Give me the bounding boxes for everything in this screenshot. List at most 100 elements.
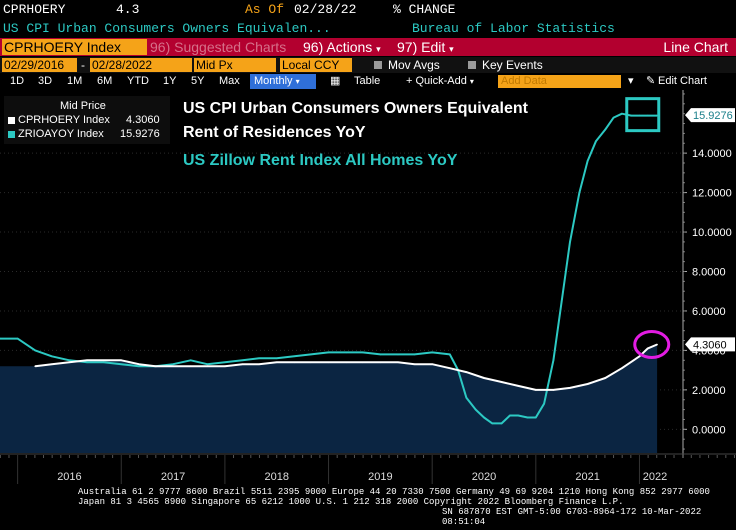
range-max[interactable]: Max [219,75,240,87]
cprhoery-line-point [517,385,519,387]
cprhoery-line-point [647,347,649,350]
zrioayoy-line-point [595,140,597,143]
zrioayoy-line-point [647,114,649,117]
suggested-charts-button[interactable]: 96) Suggested Charts [150,39,287,55]
zrioayoy-line-point [431,351,434,354]
key-events-checkbox[interactable] [468,61,476,69]
zrioayoy-line-point [206,363,209,366]
legend-name: ZRIOAYOY Index [18,128,104,140]
zrioayoy-line-point [578,191,581,194]
range-1m[interactable]: 1M [67,75,83,87]
cprhoery-line-point [258,363,260,366]
chart-type-label[interactable]: Line Chart [663,39,728,55]
zrioayoy-line-point [397,353,399,356]
cprhoery-line-point [275,361,278,364]
last-value: 4.3 [116,2,140,17]
zrioayoy-line-point [361,351,364,354]
edit-button[interactable]: 97) Edit ▾ [397,38,454,58]
x-axis: 2016 2017 2018 2019 2020 2021 2022 [0,453,736,484]
zrioayoy-line-point [120,363,123,366]
x-tick-label: 2020 [472,471,496,483]
ticker: CPRHOERY [3,2,66,17]
line-chart: 0.00002.00004.00006.00008.000010.000012.… [0,90,736,484]
zrioayoy-last-value-tag: 15.9276 [693,110,733,122]
zrioayoy-line-point [275,357,278,360]
change-label: % CHANGE [393,2,456,17]
zrioayoy-line-point [413,353,416,356]
cprhoery-line-point [656,343,658,346]
zrioayoy-line-point [449,353,451,356]
date-field-bar: 02/29/2016 - 02/28/2022 Mid Px Local CCY… [0,57,736,73]
cprhoery-line-point [138,363,140,366]
chart-title-line-1: US CPI Urban Consumers Owners Equivalent [183,100,528,117]
zrioayoy-line-point [569,241,571,243]
y-tick-label: 2.0000 [692,385,726,397]
zrioayoy-line-point [604,128,607,131]
legend-name: CPRHOERY Index [18,114,110,126]
table-icon: ▦ [330,75,341,87]
legend-item[interactable]: CPRHOERY Index [8,114,110,127]
security-input[interactable]: CPRHOERY Index [2,39,147,55]
range-ytd[interactable]: YTD [127,75,149,87]
footer-line-3: SN 687870 EST GMT-5:00 G703-8964-172 10-… [442,507,702,527]
zrioayoy-line-point [474,408,477,411]
cprhoery-line-point [535,389,537,391]
add-data-input[interactable]: Add Data [498,75,621,88]
cprhoery-line-point [310,361,312,364]
cprhoery-line-point [172,365,174,368]
zrioayoy-line-point [612,116,615,119]
quick-add-button[interactable]: + Quick-Add ▾ [406,73,474,90]
cprhoery-line-point [102,359,105,362]
zrioayoy-line-point [483,416,485,419]
menu-icon[interactable]: ▾ [628,75,634,87]
zrioayoy-line-point [638,114,641,117]
range-3d[interactable]: 3D [38,75,53,87]
x-tick-label: 2021 [575,471,599,483]
range-6m[interactable]: 6M [97,75,113,87]
zrioayoy-line-point [34,349,36,352]
y-tick-label: 14.0000 [692,148,732,160]
zrioayoy-line-point [621,112,623,115]
x-tick-label: 2016 [57,471,81,483]
date-range-dash: - [81,58,85,72]
cprhoery-line-point [345,361,348,364]
y-tick-label: 0.0000 [692,424,726,436]
zrioayoy-line-point [543,402,545,405]
legend-value: 4.3060 [126,114,160,126]
cprhoery-line-point [379,361,382,364]
cprhoery-line-point [449,367,451,370]
mov-avgs-checkbox[interactable] [374,61,382,69]
zrioayoy-line-point [68,359,71,362]
zrioayoy-line-point [517,414,519,417]
main-toolbar: CPRHOERY Index 96) Suggested Charts 96) … [0,38,736,56]
legend-item[interactable]: ZRIOAYOY Index [8,128,104,141]
cprhoery-line-point [638,355,641,358]
security-header: CPRHOERY 4.3 As Of 02/28/22 % CHANGE [0,2,736,18]
zrioayoy-line-point [241,359,244,362]
zrioayoy-line-point [465,397,468,399]
end-date-input[interactable]: 02/28/2022 [90,58,192,72]
zrioayoy-line-point [586,160,589,162]
pencil-icon: ✎ [646,75,656,87]
range-1y[interactable]: 1Y [163,75,177,87]
currency-select[interactable]: Local CCY [280,58,352,72]
range-1d[interactable]: 1D [10,75,25,87]
zrioayoy-line-point [138,365,140,368]
cprhoery-line-point [293,361,296,364]
price-field-select[interactable]: Mid Px [194,58,276,72]
series-lines [0,112,658,425]
zrioayoy-line-point [0,337,1,340]
start-date-input[interactable]: 02/29/2016 [2,58,77,72]
legend-title: Mid Price [60,100,106,112]
actions-button[interactable]: 96) Actions ▾ [303,38,381,58]
table-button[interactable]: Table [354,75,381,87]
cprhoery-line-point [68,361,71,364]
frequency-select[interactable]: Monthly ▾ [250,74,316,89]
cprhoery-line-point [189,365,192,368]
zrioayoy-line-point [102,361,105,364]
range-5y[interactable]: 5Y [191,75,205,87]
cprhoery-line-point [86,359,88,362]
cprhoery-line-point [120,359,123,362]
legend-swatch [8,130,15,138]
edit-chart-button[interactable]: Edit Chart [658,75,707,87]
